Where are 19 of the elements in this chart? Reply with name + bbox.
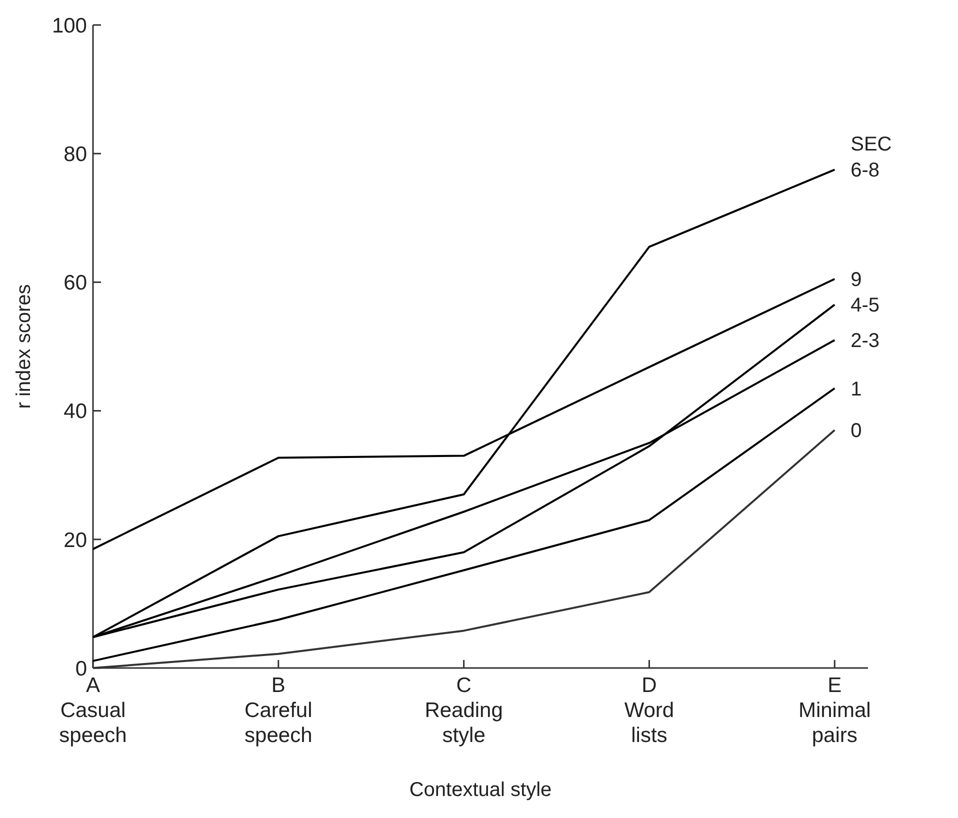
series-label: 4-5 <box>850 294 880 317</box>
series-label: 9 <box>850 268 862 291</box>
y-axis-title: r index scores <box>13 284 35 409</box>
y-tick-label: 0 <box>75 657 87 680</box>
y-tick-label: 100 <box>52 14 87 38</box>
series-label: 2-3 <box>850 330 880 352</box>
series-label: 1 <box>850 378 862 400</box>
y-tick-label: 40 <box>64 400 87 424</box>
x-axis-title: Contextual style <box>409 779 552 801</box>
series-label: 6-8 <box>850 160 880 182</box>
legend-title: SEC <box>850 134 892 156</box>
series-label: 0 <box>850 420 862 442</box>
y-tick-label: 60 <box>64 272 87 295</box>
y-tick-label: 80 <box>64 142 87 166</box>
x-tick-label: D Word lists <box>624 674 674 747</box>
y-tick-label: 20 <box>64 528 87 552</box>
x-tick-label: B Careful speech <box>244 674 312 747</box>
x-tick-label: E Minimal pairs <box>798 674 871 747</box>
x-tick-label: C Reading style <box>424 674 503 747</box>
